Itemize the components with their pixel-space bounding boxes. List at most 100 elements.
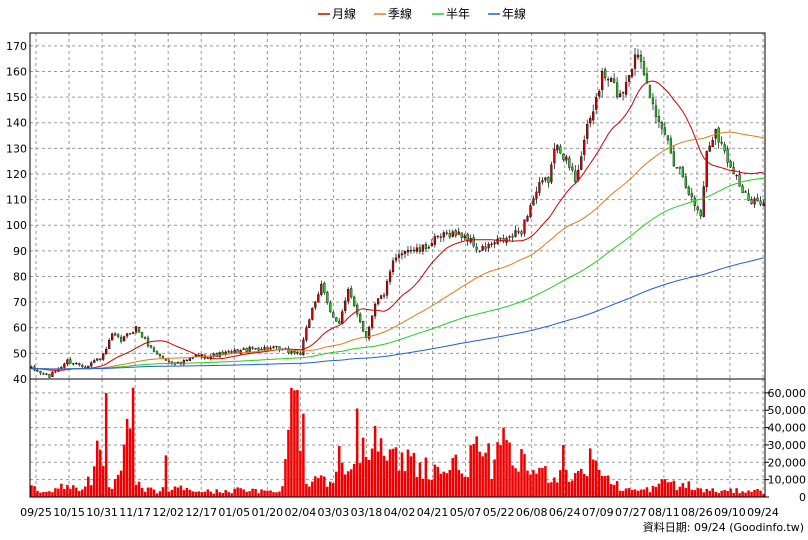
volume-bar (388, 449, 392, 497)
candle-body (111, 333, 114, 341)
candle-body (642, 61, 646, 75)
candle-body (299, 352, 302, 355)
candle-body (598, 91, 601, 97)
candle-body (663, 127, 667, 135)
candle-body (612, 78, 616, 83)
legend: 月線 季線 半年 年線 (318, 6, 526, 21)
volume-bar (406, 449, 410, 497)
candle-body (693, 197, 696, 207)
candle-body (684, 176, 687, 188)
candle-body (359, 314, 362, 323)
candle-body (433, 236, 436, 245)
volume-bar (400, 452, 404, 497)
volume-bar (397, 470, 401, 497)
candle-body (131, 332, 135, 334)
volume-bar (230, 493, 233, 497)
candle-body (347, 289, 350, 302)
candle-body (302, 339, 305, 356)
volume-bar (167, 491, 171, 497)
candle-body (553, 148, 556, 164)
volume-bar (302, 413, 305, 497)
volume-bar (215, 489, 219, 497)
volume-bar (532, 470, 535, 497)
volume-bar (254, 488, 257, 497)
candle-body (120, 336, 123, 342)
volume-bar (197, 491, 201, 497)
candle-body (750, 199, 753, 204)
candle-body (439, 236, 442, 238)
volume-bar (571, 480, 574, 497)
candle-body (559, 146, 562, 154)
candle-body (610, 78, 613, 82)
volume-bar (693, 490, 697, 497)
candle-body (747, 193, 750, 201)
price-tick-label: 120 (6, 168, 27, 181)
candle-body (583, 139, 586, 155)
volume-bar (242, 489, 245, 497)
volume-bar (511, 465, 514, 497)
volume-bar (645, 487, 649, 497)
volume-bar (104, 392, 108, 497)
volume-bar (284, 459, 287, 497)
volume-tick-label: 10,000 (768, 474, 807, 487)
candle-body (675, 167, 678, 169)
candle-body (102, 353, 105, 360)
data-date-footer: 資料日期: 09/24 (Goodinfo.tw) (643, 520, 804, 534)
volume-bar (48, 491, 51, 497)
volume-bar (218, 492, 221, 497)
volume-bar (36, 490, 39, 497)
volume-bar (149, 487, 153, 497)
candle-body (633, 54, 637, 69)
volume-bar (442, 471, 446, 497)
volume-bar (54, 488, 57, 497)
volume-bar (248, 491, 251, 497)
volume-bar (582, 473, 586, 497)
volume-bar (146, 487, 150, 497)
ma-line-60 (31, 131, 764, 370)
candle-body (75, 362, 78, 365)
candle-body (672, 151, 675, 167)
volume-bar (505, 440, 508, 497)
candle-body (296, 352, 299, 354)
volume-bar (224, 490, 227, 497)
price-tick-label: 140 (6, 117, 27, 130)
candle-body (759, 200, 762, 205)
candle-body (604, 69, 607, 79)
candle-body (496, 238, 499, 244)
candle-body (51, 371, 54, 377)
date-tick-label: 01/05 (218, 506, 250, 519)
volume-bar (475, 436, 478, 497)
candle-body (648, 85, 652, 98)
volume-axis: 0 10,000 20,000 30,000 40,000 50,000 60,000 (765, 387, 806, 504)
candle-body (735, 175, 738, 177)
volume-bar (352, 463, 356, 497)
candle-body (574, 170, 577, 182)
volume-bar (469, 445, 472, 497)
volume-bar (621, 490, 625, 497)
candle-body (729, 160, 732, 168)
candle-body (134, 326, 138, 333)
price-tick-label: 130 (6, 142, 27, 155)
candle-body (406, 250, 410, 253)
candle-body (666, 135, 670, 141)
candle-body (541, 180, 544, 183)
volume-bar (454, 454, 458, 497)
candle-body (341, 311, 344, 324)
volume-bar (349, 469, 353, 497)
candle-body (379, 295, 383, 299)
volume-bar (678, 486, 682, 497)
date-tick-label: 06/08 (516, 506, 548, 519)
volume-bar (75, 487, 78, 497)
volume-bar (735, 488, 738, 497)
candle-body (720, 141, 723, 144)
volume-bar (122, 444, 126, 497)
volume-bar (110, 488, 114, 497)
volume-bar (30, 485, 33, 497)
volume-bar (744, 492, 747, 497)
candle-body (248, 346, 251, 353)
volume-bar (502, 427, 505, 497)
volume-bar (669, 482, 673, 497)
legend-label-2: 半年 (446, 7, 470, 21)
volume-bar (418, 462, 422, 497)
volume-bar (424, 457, 428, 497)
